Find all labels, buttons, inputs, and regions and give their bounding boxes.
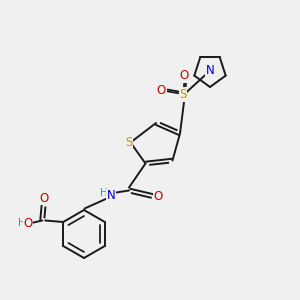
Text: O: O bbox=[39, 191, 48, 205]
Text: O: O bbox=[180, 69, 189, 82]
Text: O: O bbox=[23, 217, 33, 230]
Text: O: O bbox=[157, 84, 166, 98]
Text: H: H bbox=[100, 188, 107, 198]
Text: N: N bbox=[106, 189, 116, 202]
Text: H: H bbox=[18, 218, 26, 229]
Text: N: N bbox=[206, 64, 214, 77]
Text: S: S bbox=[125, 136, 133, 149]
Text: S: S bbox=[179, 88, 187, 101]
Text: O: O bbox=[154, 190, 163, 203]
